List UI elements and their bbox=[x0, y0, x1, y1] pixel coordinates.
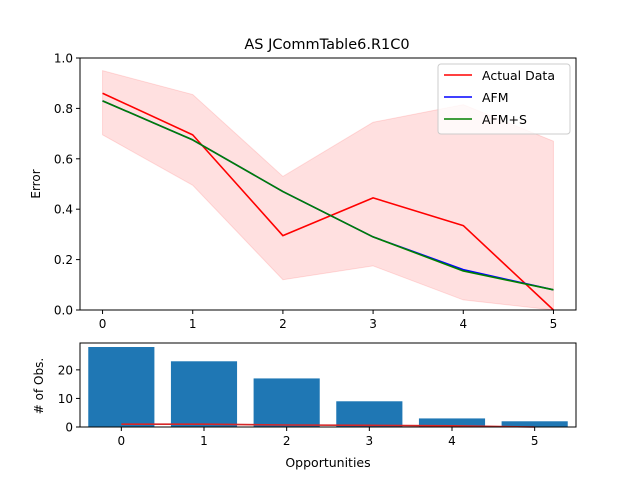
y-axis-ticks: 0.0 0.2 0.4 0.6 0.8 1.0 bbox=[54, 52, 80, 318]
plot-frame bbox=[79, 57, 577, 311]
series-line-actual-data bbox=[102, 92, 555, 311]
legend-label-actual-data: Actual Data bbox=[482, 68, 555, 83]
y-tick-label: 0.2 bbox=[54, 253, 73, 267]
y-tick-label-bottom: 20 bbox=[58, 363, 73, 377]
x-tick-label: 5 bbox=[550, 317, 558, 331]
bar-0 bbox=[88, 347, 155, 427]
y-tick-label: 0.4 bbox=[54, 203, 73, 217]
x-axis-ticks: 0 1 2 3 4 5 bbox=[99, 310, 558, 331]
x-axis-label: Opportunities bbox=[285, 455, 370, 470]
x-tick-label-bottom: 4 bbox=[448, 434, 456, 448]
legend-label-afm-s: AFM+S bbox=[482, 112, 527, 127]
x-tick-label-bottom: 1 bbox=[200, 434, 208, 448]
x-tick-label-bottom: 2 bbox=[283, 434, 291, 448]
bar-2 bbox=[253, 378, 320, 427]
series-lines-layer bbox=[102, 92, 555, 311]
chart-title: AS JCommTable6.R1C0 bbox=[244, 37, 409, 53]
series-line-afm-s bbox=[102, 100, 554, 291]
legend-box bbox=[437, 63, 571, 135]
x-tick-label-bottom: 5 bbox=[531, 434, 539, 448]
x-tick-label: 3 bbox=[369, 317, 377, 331]
observations-plot: 0 1 2 3 4 5 0 10 20 Opportunities # of Obs. bbox=[32, 342, 577, 470]
y-axis-label-bottom: # of Obs. bbox=[32, 358, 46, 414]
x-tick-label-bottom: 0 bbox=[118, 434, 126, 448]
bar-4 bbox=[418, 418, 486, 427]
bar-3 bbox=[336, 401, 403, 427]
x-tick-label: 1 bbox=[189, 317, 197, 331]
bars-layer bbox=[88, 347, 568, 427]
bar-1 bbox=[170, 361, 238, 427]
y-tick-label: 0.0 bbox=[54, 304, 73, 318]
y-tick-label: 0.6 bbox=[54, 152, 73, 166]
x-tick-label: 0 bbox=[99, 317, 107, 331]
bar-5 bbox=[501, 421, 568, 427]
y-tick-label: 0.8 bbox=[54, 102, 73, 116]
x-tick-label: 4 bbox=[459, 317, 467, 331]
legend: Actual Data AFM AFM+S bbox=[437, 63, 571, 135]
x-tick-label-bottom: 3 bbox=[366, 434, 374, 448]
x-axis-ticks-bottom: 0 1 2 3 4 5 bbox=[118, 427, 539, 448]
overlay-line-layer bbox=[121, 423, 535, 428]
legend-label-afm: AFM bbox=[482, 90, 509, 105]
y-axis-label: Error bbox=[29, 169, 43, 198]
y-tick-label-bottom: 10 bbox=[58, 392, 73, 406]
x-tick-label: 2 bbox=[279, 317, 287, 331]
y-tick-label-bottom: 0 bbox=[65, 421, 73, 435]
y-axis-ticks-bottom: 0 10 20 bbox=[58, 363, 80, 435]
overlay-line bbox=[121, 423, 535, 428]
y-tick-label: 1.0 bbox=[54, 52, 73, 66]
plot-frame-bottom bbox=[79, 342, 577, 428]
